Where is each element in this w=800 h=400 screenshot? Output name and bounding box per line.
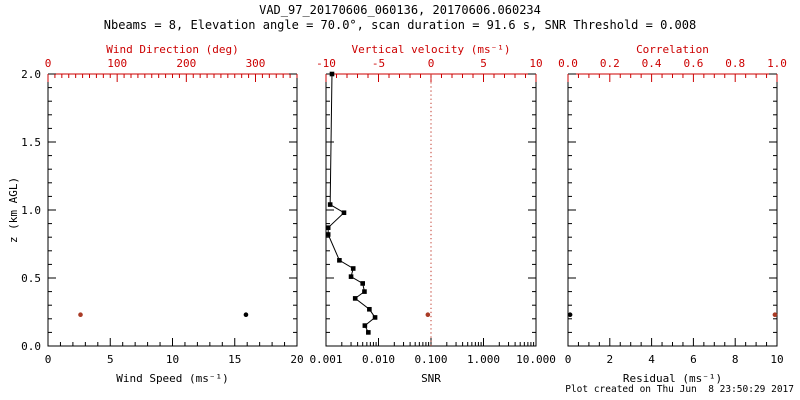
profile-point-marker <box>367 306 372 312</box>
y-axis-title: z (km AGL) <box>7 177 20 243</box>
top-axis-title: Vertical velocity (ms⁻¹) <box>352 43 511 56</box>
top-axis-tick-label: 300 <box>246 57 266 70</box>
top-axis-tick-label: 0.0 <box>558 57 578 70</box>
bottom-axis-tick-label: 15 <box>228 353 241 366</box>
profile-line <box>327 73 376 333</box>
profile-point-marker <box>362 289 367 294</box>
bottom-axis-tick-label: 1.000 <box>467 353 500 366</box>
top-axis-tick-label: -10 <box>316 57 336 70</box>
top-axis-tick-label: 0.8 <box>725 57 745 70</box>
bottom-axis-title: Residual (ms⁻¹) <box>623 372 722 385</box>
bottom-axis-tick-label: 20 <box>290 353 303 366</box>
bottom-axis-tick-label: 10 <box>166 353 179 366</box>
profile-point-marker <box>341 210 347 216</box>
bottom-axis-title: Wind Speed (ms⁻¹) <box>116 372 229 385</box>
top-axis-tick-label: 10 <box>529 57 542 70</box>
bottom-axis-tick-label: 8 <box>732 353 739 366</box>
profile-point-marker <box>337 258 342 263</box>
profile-point-marker <box>348 274 354 279</box>
top-axis-tick-label: 1.0 <box>767 57 787 70</box>
bottom-axis-title: SNR <box>421 372 441 385</box>
top-axis-tick-label: 0.4 <box>642 57 662 70</box>
wind-direction-point <box>78 312 83 318</box>
bottom-axis-tick-label: 6 <box>690 353 697 366</box>
plot-created-timestamp: Plot created on Thu Jun 8 23:50:29 2017 <box>565 384 794 395</box>
panel-frame <box>567 74 778 347</box>
panel-frame <box>47 74 298 347</box>
residual-point <box>567 312 573 318</box>
bottom-axis-tick-label: 10 <box>770 353 783 366</box>
plot-title: VAD_97_20170606_060136, 20170606.060234 <box>259 3 541 17</box>
vertical-velocity-point <box>425 312 431 318</box>
bottom-axis-tick-label: 4 <box>648 353 655 366</box>
profile-point-marker <box>360 281 365 286</box>
bottom-axis-tick-label: 0.001 <box>309 353 342 366</box>
bottom-axis-tick-label: 0.010 <box>362 353 395 366</box>
profile-point-marker <box>372 315 378 320</box>
bottom-axis-tick-label: 5 <box>107 353 114 366</box>
top-axis-tick-label: 0 <box>45 57 52 70</box>
top-axis-title: Wind Direction (deg) <box>106 43 238 56</box>
profile-point-marker <box>366 330 371 335</box>
y-axis-tick-label: 1.0 <box>21 204 41 217</box>
top-axis-title: Correlation <box>636 43 709 56</box>
top-axis-tick-label: 0.6 <box>683 57 703 70</box>
top-axis-tick-label: 5 <box>480 57 487 70</box>
top-axis-tick-label: -5 <box>372 57 385 70</box>
bottom-axis-tick-label: 10.000 <box>516 353 556 366</box>
y-axis-tick-label: 0.0 <box>21 340 41 353</box>
y-axis-tick-label: 2.0 <box>21 68 41 81</box>
profile-point-marker <box>325 225 331 230</box>
profile-point-marker <box>362 323 368 328</box>
plot-subtitle: Nbeams = 8, Elevation angle = 70.0°, sca… <box>103 18 697 32</box>
profile-point-marker <box>350 266 356 271</box>
bottom-axis-tick-label: 2 <box>606 353 613 366</box>
profile-point-marker <box>329 71 335 77</box>
profile-point-marker <box>352 296 358 301</box>
correlation-point <box>772 312 778 318</box>
profile-point-marker <box>327 202 333 207</box>
profile-point-marker <box>325 232 331 237</box>
bottom-axis-tick-label: 0 <box>45 353 52 366</box>
y-axis-tick-label: 1.5 <box>21 136 41 149</box>
y-axis-tick-label: 0.5 <box>21 272 41 285</box>
top-axis-tick-label: 0 <box>428 57 435 70</box>
wind-speed-point <box>243 312 249 318</box>
top-axis-tick-label: 200 <box>176 57 196 70</box>
top-axis-tick-label: 0.2 <box>600 57 620 70</box>
top-axis-tick-label: 100 <box>107 57 127 70</box>
bottom-axis-tick-label: 0.100 <box>414 353 447 366</box>
bottom-axis-tick-label: 0 <box>565 353 572 366</box>
